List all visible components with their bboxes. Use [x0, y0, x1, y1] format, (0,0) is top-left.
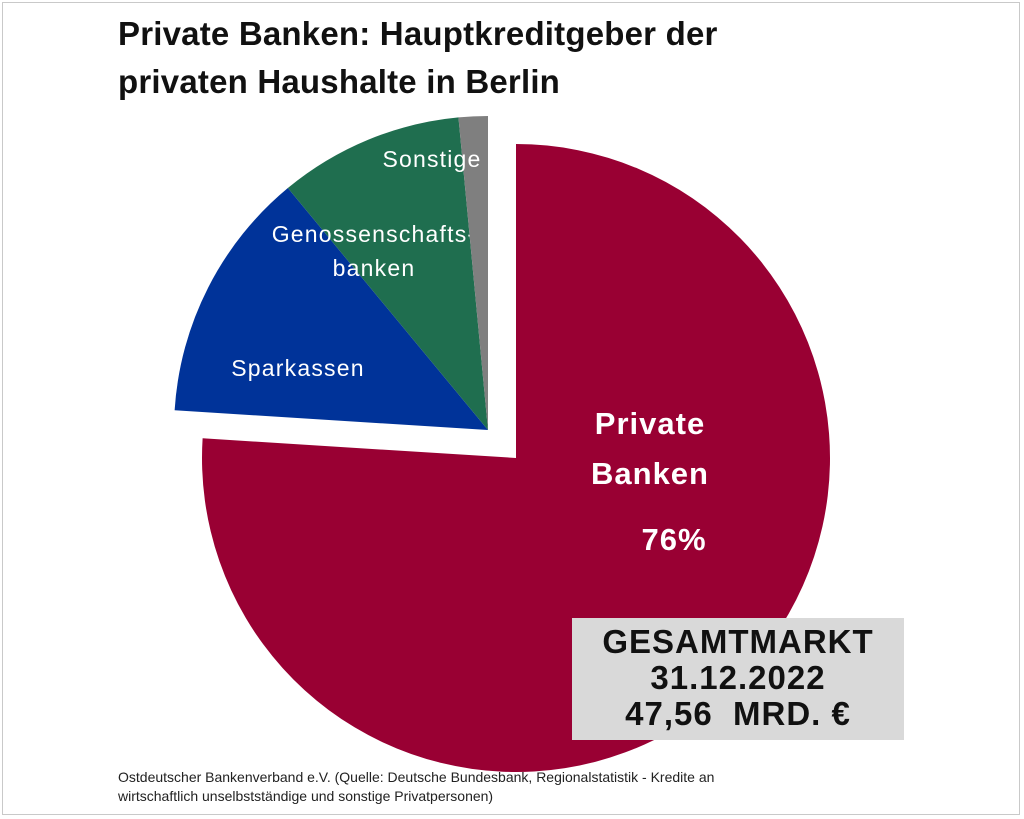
chart-title-line-2: privaten Haushalte in Berlin: [118, 63, 561, 100]
pie-slice-2: [287, 117, 488, 430]
total-market-amount: 47,56 MRD. €: [625, 695, 851, 732]
pie-slice-label-2-line-0: Genossenschafts-: [272, 221, 477, 247]
pie-slice-1: [174, 188, 488, 430]
pie-slice-3: [458, 116, 488, 430]
chart-title: Private Banken: Hauptkreditgeber der pri…: [118, 10, 818, 106]
source-note-line-1: Ostdeutscher Bankenverband e.V. (Quelle:…: [118, 769, 715, 785]
pie-slice-label-1-line-0: Sparkassen: [231, 355, 364, 381]
pie-slice-label-2-line-1: banken: [333, 255, 416, 281]
pie-slice-value-label-0: 76%: [641, 522, 706, 557]
pie-slice-label-3-line-0: Sonstige: [382, 146, 481, 172]
source-note-line-2: wirtschaftlich unselbstständige und sons…: [118, 788, 494, 804]
pie-slice-0: [202, 144, 831, 773]
chart-title-line-1: Private Banken: Hauptkreditgeber der: [118, 15, 718, 52]
source-note: Ostdeutscher Bankenverband e.V. (Quelle:…: [118, 768, 918, 806]
total-market-date: 31.12.2022: [650, 659, 826, 696]
total-market-label: GESAMTMARKT: [602, 623, 874, 660]
pie-slice-label-0-line-1: Banken: [591, 456, 709, 491]
pie-slice-label-0-line-0: Private: [595, 406, 705, 441]
total-market-box: GESAMTMARKT 31.12.2022 47,56 MRD. €: [572, 618, 904, 740]
